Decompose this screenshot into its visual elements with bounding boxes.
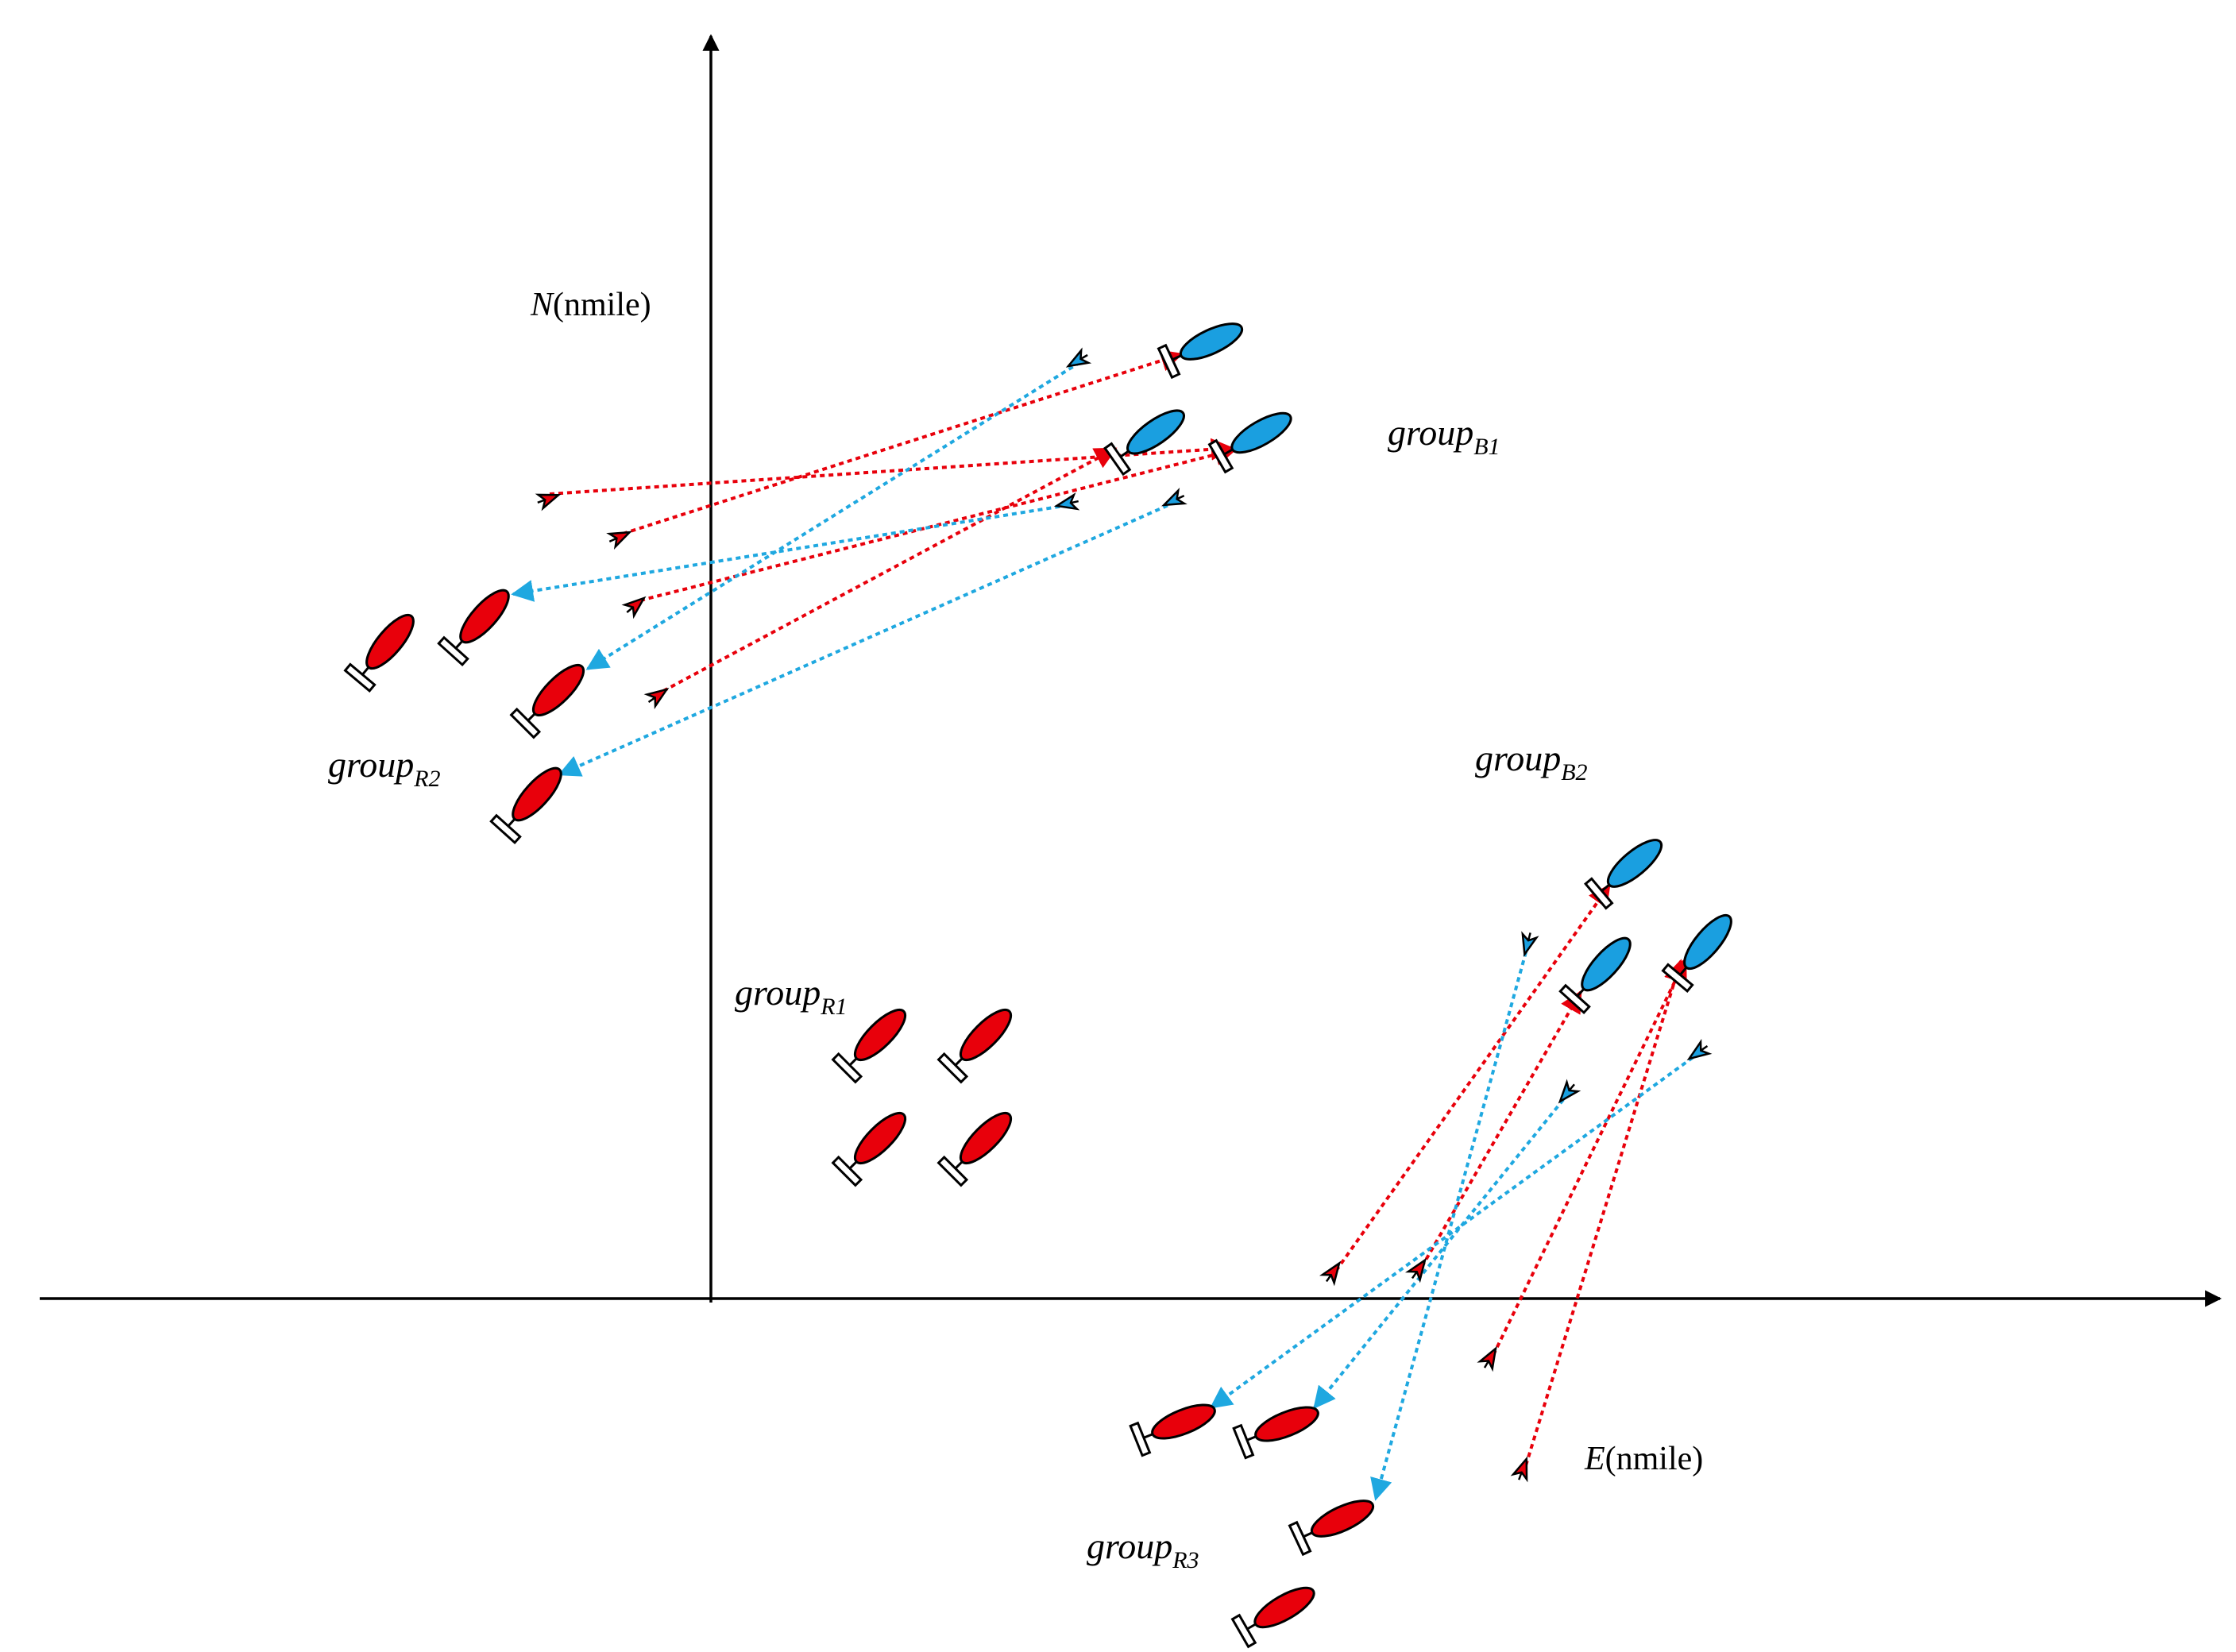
ship-icon <box>832 1102 917 1187</box>
blue-group-b1 <box>1103 311 1300 476</box>
ship-icon <box>437 579 520 666</box>
east-axis-letter: E <box>1584 1441 1605 1477</box>
ship-icon <box>1558 927 1642 1014</box>
blue-track <box>1313 1091 1570 1410</box>
ship-icon <box>1129 1393 1222 1457</box>
missile-icon <box>534 487 562 511</box>
ship-icon <box>1662 905 1743 993</box>
missile-icon <box>1553 1079 1581 1107</box>
blue-track <box>1209 1051 1701 1409</box>
missile-icon <box>1477 1344 1504 1372</box>
red-track <box>1334 883 1611 1272</box>
missile-icon <box>1511 1455 1535 1484</box>
blue-missile-tracks <box>511 361 1701 1501</box>
blue-group-b2 <box>1558 828 1743 1014</box>
red-track <box>1420 990 1582 1268</box>
ship-icon <box>937 998 1022 1083</box>
group-label-r3: groupR3 <box>1087 1526 1199 1573</box>
north-axis-unit: (nmile) <box>553 287 651 323</box>
north-axis-letter: N <box>530 287 554 323</box>
blue-track <box>585 361 1082 670</box>
group-label-r1: groupR1 <box>735 972 848 1020</box>
red-track <box>1524 959 1686 1466</box>
missile-icon <box>643 682 672 709</box>
ship-icon <box>489 757 573 844</box>
ship-icon <box>344 604 425 693</box>
group-label-r2: groupR2 <box>328 744 441 792</box>
missile-icon <box>1516 929 1539 958</box>
ship-icon <box>1103 399 1194 476</box>
missile-icon <box>1684 1039 1713 1066</box>
red-track <box>662 447 1118 693</box>
blue-track <box>511 504 1069 602</box>
missile-icon <box>1405 1255 1432 1283</box>
red-missiles <box>534 487 1535 1484</box>
red-group-r3 <box>1129 1393 1381 1648</box>
ship-icon <box>510 654 595 739</box>
east-axis-label: E(nmile) <box>1584 1441 1703 1477</box>
ship-icon <box>937 1102 1022 1187</box>
ship-icon <box>1231 1576 1323 1648</box>
ship-icon <box>1288 1488 1381 1556</box>
group-label-b1: groupB1 <box>1388 412 1500 460</box>
red-missile-tracks <box>549 349 1687 1466</box>
axes <box>40 33 2222 1307</box>
red-group-r2 <box>344 579 595 844</box>
ship-icon <box>1208 401 1300 473</box>
blue-track <box>1370 943 1530 1501</box>
ship-icon <box>1157 311 1250 379</box>
ship-icon <box>1232 1395 1325 1460</box>
missile-icon <box>605 524 634 550</box>
ship-icon <box>1584 828 1672 909</box>
north-axis-label: N(nmile) <box>530 287 651 323</box>
missile-icon <box>1054 493 1081 514</box>
group-label-b2: groupB2 <box>1475 738 1588 785</box>
east-axis-unit: (nmile) <box>1605 1441 1704 1477</box>
missile-icon <box>621 591 650 620</box>
red-track <box>622 349 1184 535</box>
red-track <box>1492 957 1687 1356</box>
blue-track <box>558 500 1176 777</box>
blue-missiles <box>1054 347 1713 1107</box>
red-group-r1 <box>832 998 1022 1187</box>
